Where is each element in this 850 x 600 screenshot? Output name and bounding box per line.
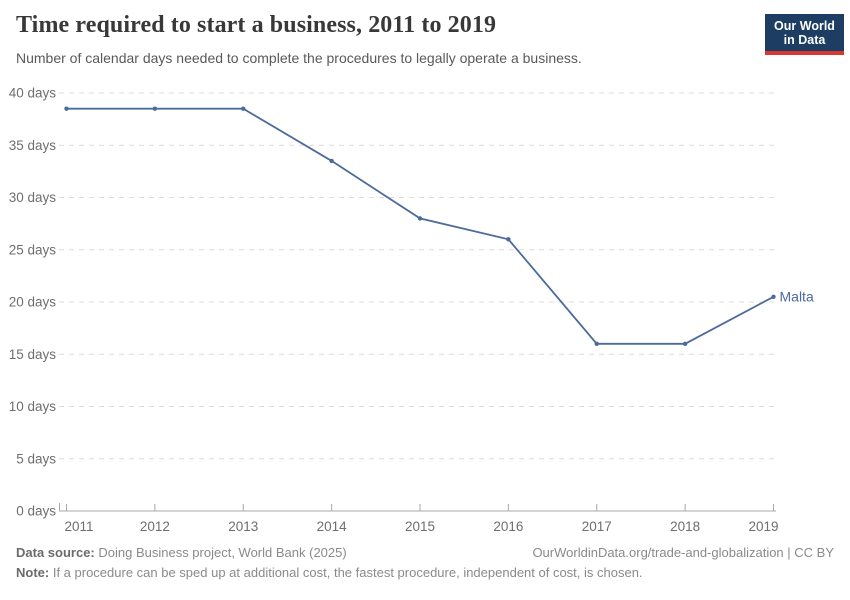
data-point[interactable] <box>329 158 334 164</box>
y-tick-label: 25 days <box>9 242 57 257</box>
chart-footer: Data source: Doing Business project, Wor… <box>16 545 834 580</box>
data-point[interactable] <box>152 106 158 111</box>
attribution-link: OurWorldinData.org/trade-and-globalizati… <box>532 545 834 560</box>
data-point[interactable] <box>682 341 688 346</box>
chart-note: Note: If a procedure can be sped up at a… <box>16 565 643 580</box>
y-tick-label: 40 days <box>9 86 57 101</box>
y-tick-label: 20 days <box>9 295 57 310</box>
y-tick-label: 0 days <box>16 504 56 519</box>
y-tick-label: 35 days <box>9 138 57 153</box>
data-point[interactable] <box>417 216 423 221</box>
x-tick-label: 2014 <box>317 519 348 534</box>
data-point[interactable] <box>594 341 599 346</box>
y-tick-label: 15 days <box>9 347 57 362</box>
data-source-label: Data source: <box>16 545 95 560</box>
data-point[interactable] <box>241 106 246 111</box>
chart-subtitle: Number of calendar days needed to comple… <box>16 50 582 66</box>
owid-logo-line2: in Data <box>783 33 826 47</box>
x-tick-label: 2015 <box>405 519 435 534</box>
owid-logo[interactable]: Our World in Data <box>765 14 844 55</box>
x-tick-label: 2011 <box>65 519 94 534</box>
x-tick-label: 2018 <box>670 519 700 534</box>
data-point[interactable] <box>771 294 776 299</box>
data-source: Data source: Doing Business project, Wor… <box>16 545 347 560</box>
series-label: Malta <box>780 288 814 304</box>
data-point[interactable] <box>506 237 511 242</box>
x-tick-label: 2013 <box>228 519 258 534</box>
y-tick-label: 5 days <box>16 451 56 466</box>
data-point[interactable] <box>64 106 69 111</box>
x-tick-label: 2012 <box>140 519 170 534</box>
x-tick-label: 2016 <box>493 519 523 534</box>
chart-note-label: Note: <box>16 565 50 580</box>
data-line[interactable] <box>66 107 774 345</box>
y-tick-label: 10 days <box>9 399 57 414</box>
x-tick-label: 2017 <box>582 519 612 534</box>
x-tick-label: 2019 <box>748 519 778 534</box>
data-source-text: Doing Business project, World Bank (2025… <box>94 545 347 560</box>
owid-logo-line1: Our World <box>774 19 835 33</box>
chart-note-text: If a procedure can be sped up at additio… <box>49 565 643 580</box>
y-tick-label: 30 days <box>9 190 57 205</box>
page-title: Time required to start a business, 2011 … <box>16 12 497 38</box>
